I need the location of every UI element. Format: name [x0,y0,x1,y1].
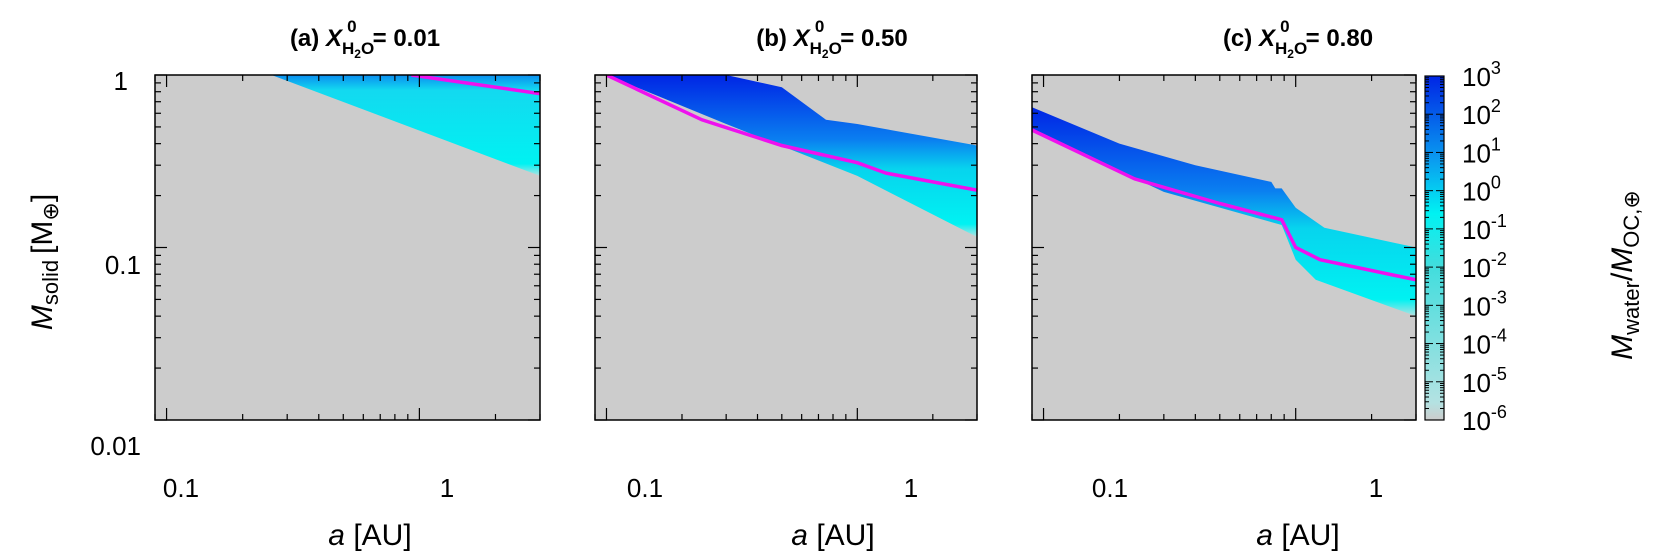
x-tick-label-0.1: 0.1 [1092,473,1128,503]
magenta-line [411,75,540,96]
colorbar-tick-label: 10-1 [1462,211,1507,245]
panel-a: (a) XH2O0 = 0.01 1 0.1 0.01 0.1 1 a [AU] … [26,17,541,552]
x-tick-label-1: 1 [1369,473,1383,503]
x-axis-label-a: a [AU] [328,519,411,552]
colorbar-tick-label: 100 [1462,173,1501,207]
y-tick-label-0.1: 0.1 [105,250,141,280]
plot-area [155,75,540,420]
colorbar: 103 102 101 100 10-1 10-2 10-3 10-4 10-5 10-6 Mwa… [1424,58,1644,436]
plot-area [1032,75,1416,420]
colorbar-tick-label: 101 [1462,134,1501,168]
ticks [594,74,978,421]
colorbar-tick-label: 10-3 [1462,287,1507,321]
y-tick-label-1: 1 [114,66,128,96]
panel-b: (b) XH2O0 = 0.50 0.1 1 a [AU] [594,17,978,552]
panel-c-title: (c) XH2O0 = 0.80 [1223,17,1373,61]
colorbar-scale [1424,75,1445,421]
y-tick-label-0.01: 0.01 [90,431,141,461]
colorbar-tick-label: 10-6 [1462,402,1507,436]
panel-c: (c) XH2O0 = 0.80 0.1 1 a [AU] [1031,17,1417,552]
panel-b-title: (b) XH2O0 = 0.50 [756,17,907,61]
panel-b-plot [594,74,978,421]
ticks [1031,74,1417,421]
water-region [1032,107,1416,317]
colorbar-gradient [1424,75,1445,421]
colorbar-tick-label: 10-5 [1462,364,1507,398]
water-region [271,75,540,176]
colorbar-label: Mwater/MOC,⊕ [1606,190,1644,360]
plot-area [595,75,977,420]
panel-a-plot [154,74,541,421]
x-tick-label-1: 1 [904,473,918,503]
magenta-line [1032,128,1416,282]
colorbar-tick-label: 10-2 [1462,249,1507,283]
y-axis-label: Msolid[M⊕] [26,194,63,330]
x-tick-label-0.1: 0.1 [627,473,663,503]
x-tick-label-0.1: 0.1 [163,473,199,503]
x-axis-label-b: a [AU] [791,519,874,552]
colorbar-tick-label: 10-4 [1462,326,1507,360]
colorbar-tick-labels: 103 102 101 100 10-1 10-2 10-3 10-4 10-5 10-6 [1462,58,1507,436]
magenta-line [605,75,977,192]
panel-a-title: (a) XH2O0 = 0.01 [290,17,440,61]
colorbar-tick-label: 103 [1462,58,1501,92]
colorbar-tick-label: 102 [1462,96,1501,130]
panel-c-plot [1031,74,1417,421]
water-region [606,75,977,237]
colorbar-ticks [1425,77,1444,421]
x-axis-label-c: a [AU] [1256,519,1339,552]
ticks [154,74,541,421]
x-tick-label-1: 1 [440,473,454,503]
